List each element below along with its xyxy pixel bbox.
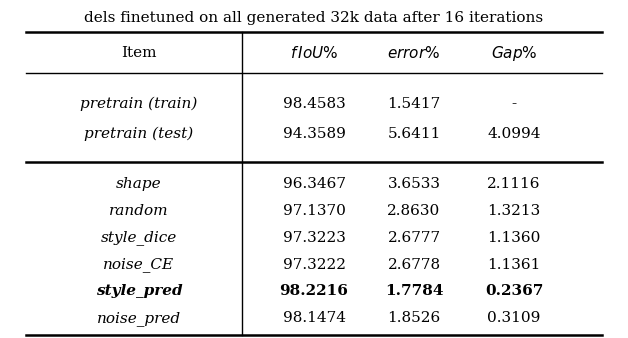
Text: style_pred: style_pred [95,284,182,298]
Text: $f\,IoU\%$: $f\,IoU\%$ [290,45,338,62]
Text: $Gap\%$: $Gap\%$ [490,44,538,63]
Text: 1.1361: 1.1361 [487,258,541,271]
Text: 96.3467: 96.3467 [283,177,345,191]
Text: pretrain (test): pretrain (test) [84,127,193,141]
Text: 1.1360: 1.1360 [487,231,541,245]
Text: 5.6411: 5.6411 [387,127,441,141]
Text: 4.0994: 4.0994 [487,127,541,141]
Text: 1.5417: 1.5417 [387,97,441,111]
Text: 2.6778: 2.6778 [387,258,441,271]
Text: 1.8526: 1.8526 [387,311,441,325]
Text: 97.3222: 97.3222 [283,258,345,271]
Text: 98.4583: 98.4583 [283,97,345,111]
Text: 1.7784: 1.7784 [385,284,443,298]
Text: 97.3223: 97.3223 [283,231,345,245]
Text: 94.3589: 94.3589 [283,127,345,141]
Text: style_dice: style_dice [101,230,177,245]
Text: random: random [109,204,169,218]
Text: 1.3213: 1.3213 [487,204,541,218]
Text: 3.6533: 3.6533 [387,177,440,191]
Text: shape: shape [116,177,162,191]
Text: 98.2216: 98.2216 [279,284,349,298]
Text: 0.2367: 0.2367 [485,284,543,298]
Text: 98.1474: 98.1474 [283,311,345,325]
Text: 97.1370: 97.1370 [283,204,345,218]
Text: noise_pred: noise_pred [97,311,181,325]
Text: 2.1116: 2.1116 [487,177,541,191]
Text: 2.8630: 2.8630 [387,204,441,218]
Text: 0.3109: 0.3109 [487,311,541,325]
Text: noise_CE: noise_CE [104,257,175,272]
Text: Item: Item [121,46,157,61]
Text: dels finetuned on all generated 32k data after 16 iterations: dels finetuned on all generated 32k data… [84,11,544,25]
Text: pretrain (train): pretrain (train) [80,96,198,111]
Text: 2.6777: 2.6777 [387,231,441,245]
Text: $error\%$: $error\%$ [387,45,441,62]
Text: -: - [512,97,517,111]
